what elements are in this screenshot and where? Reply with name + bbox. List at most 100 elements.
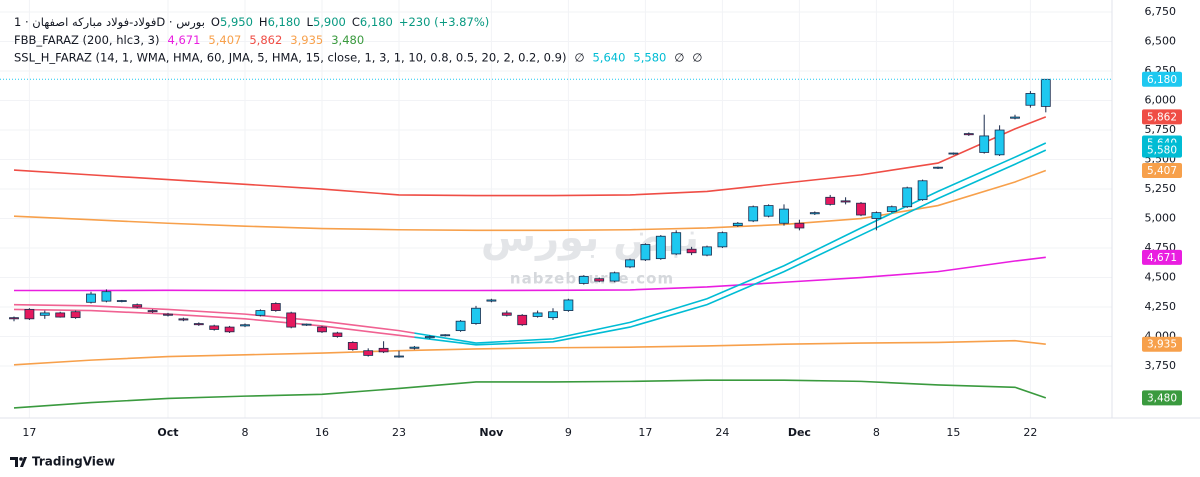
candle-body — [809, 212, 820, 215]
candle-body — [363, 350, 374, 356]
tv-logo — [10, 457, 27, 467]
candle-body — [209, 325, 220, 330]
indicator-line — [14, 256, 1046, 292]
indicator-value: 4,671 — [167, 33, 200, 47]
candle-body — [163, 313, 173, 316]
indicator-value: 5,580 — [633, 50, 666, 64]
candle-body — [70, 311, 81, 319]
candle-body — [24, 308, 35, 320]
price-tag-label: 3,935 — [1147, 339, 1177, 351]
candle-body — [317, 326, 327, 333]
price-tag — [1142, 163, 1182, 179]
candle-body — [1025, 93, 1036, 106]
candle-body — [763, 205, 774, 217]
candle-body — [840, 200, 851, 203]
candle-body — [255, 310, 266, 316]
legend-line: FBB_FARAZ (200, hlc3, 3) 4,671 5,407 5,862 3… — [14, 33, 364, 47]
candle-body — [455, 320, 466, 332]
price-tag — [1142, 71, 1182, 87]
candle-body — [994, 129, 1005, 156]
symbol: فولاد-فولاد مبارکه اصفهان · 1D · بورس — [14, 15, 205, 30]
tv-logo-dot — [19, 457, 23, 461]
x-tick-label: 17 — [22, 426, 36, 439]
indicator-line — [13, 149, 1047, 346]
legend: فولاد-فولاد مبارکه اصفهان · 1D · بورس O5,… — [14, 15, 702, 65]
indicator-value: 5,640 — [592, 50, 625, 64]
candle-body — [332, 332, 343, 337]
x-tick-label: 8 — [242, 426, 249, 439]
watermark-site: nabzebourse.com — [510, 270, 674, 288]
x-tick-label: 17 — [638, 426, 652, 439]
x-tick-label: 24 — [715, 426, 729, 439]
candle-body — [378, 347, 389, 353]
ohlc-value: 5,950 — [220, 15, 253, 29]
candle-body — [240, 324, 250, 327]
candle-body — [717, 232, 728, 248]
candle-body — [9, 317, 19, 320]
candle-body — [101, 291, 112, 302]
price-tag — [1142, 142, 1182, 158]
watermark-logo: نبض بورس — [481, 215, 699, 261]
candle-body — [116, 300, 127, 302]
candle-body — [471, 307, 481, 324]
price-tag — [1142, 249, 1182, 265]
y-tick-label: 5,750 — [1145, 123, 1177, 136]
legend-line: SSL_H_FARAZ (14, 1, WMA, HMA, 60, JMA, 5… — [14, 50, 702, 64]
candle-body — [193, 323, 204, 326]
candle-body — [55, 312, 66, 318]
x-tick-label: 8 — [873, 426, 880, 439]
price-tag-label: 6,180 — [1147, 74, 1177, 86]
indicator-value: ∅ — [674, 50, 684, 64]
change: +230 (+3.87%) — [399, 15, 489, 29]
indicator-line — [13, 379, 1047, 409]
candle-body — [856, 202, 866, 216]
y-tick-label: 6,500 — [1145, 35, 1177, 48]
candle-body — [902, 187, 913, 208]
indicator-value: 3,480 — [331, 33, 364, 47]
x-tick-label: 22 — [1023, 426, 1037, 439]
x-tick-label: Oct — [157, 426, 178, 439]
candle-body — [147, 310, 158, 313]
price-tag — [1142, 109, 1182, 125]
x-tick-label: 9 — [565, 426, 572, 439]
y-tick-label: 5,000 — [1145, 212, 1177, 225]
candle-body — [486, 299, 497, 302]
indicator-value: 3,935 — [290, 33, 323, 47]
candle-body — [948, 152, 959, 155]
candle-body — [702, 246, 712, 256]
indicator-value: 5,407 — [208, 33, 241, 47]
candle-body — [686, 248, 697, 254]
y-tick-label: 3,750 — [1145, 359, 1177, 372]
candle-body — [871, 212, 882, 219]
ohlc-value: 6,180 — [268, 15, 301, 29]
candle-body — [532, 312, 543, 317]
candle-body — [501, 312, 512, 316]
candle-body — [132, 304, 143, 308]
indicator-line — [13, 116, 1047, 197]
candle-body — [440, 334, 451, 337]
candle-body — [933, 166, 943, 169]
candle-body — [178, 318, 189, 321]
y-tick-label: 6,000 — [1145, 94, 1177, 107]
candle-body — [671, 232, 682, 255]
candle-body — [517, 314, 528, 326]
ohlc-key: C — [352, 15, 360, 29]
candle-body — [409, 346, 420, 349]
candle-body — [625, 259, 635, 268]
candle-body — [794, 222, 805, 229]
candle-body — [394, 355, 404, 358]
price-tag — [1142, 336, 1182, 352]
x-tick-label: 23 — [392, 426, 406, 439]
x-tick-label: 16 — [315, 426, 329, 439]
ohlc-key: H — [259, 15, 268, 29]
candle-body — [825, 196, 836, 205]
x-tick-label: Dec — [788, 426, 811, 439]
y-tick-label: 6,750 — [1145, 5, 1177, 18]
x-tick-label: 15 — [946, 426, 960, 439]
indicator-value: ∅ — [574, 50, 584, 64]
candle-body — [640, 244, 651, 261]
indicator-value: 5,862 — [249, 33, 282, 47]
candle-body — [424, 336, 435, 339]
price-tag — [1142, 390, 1182, 406]
